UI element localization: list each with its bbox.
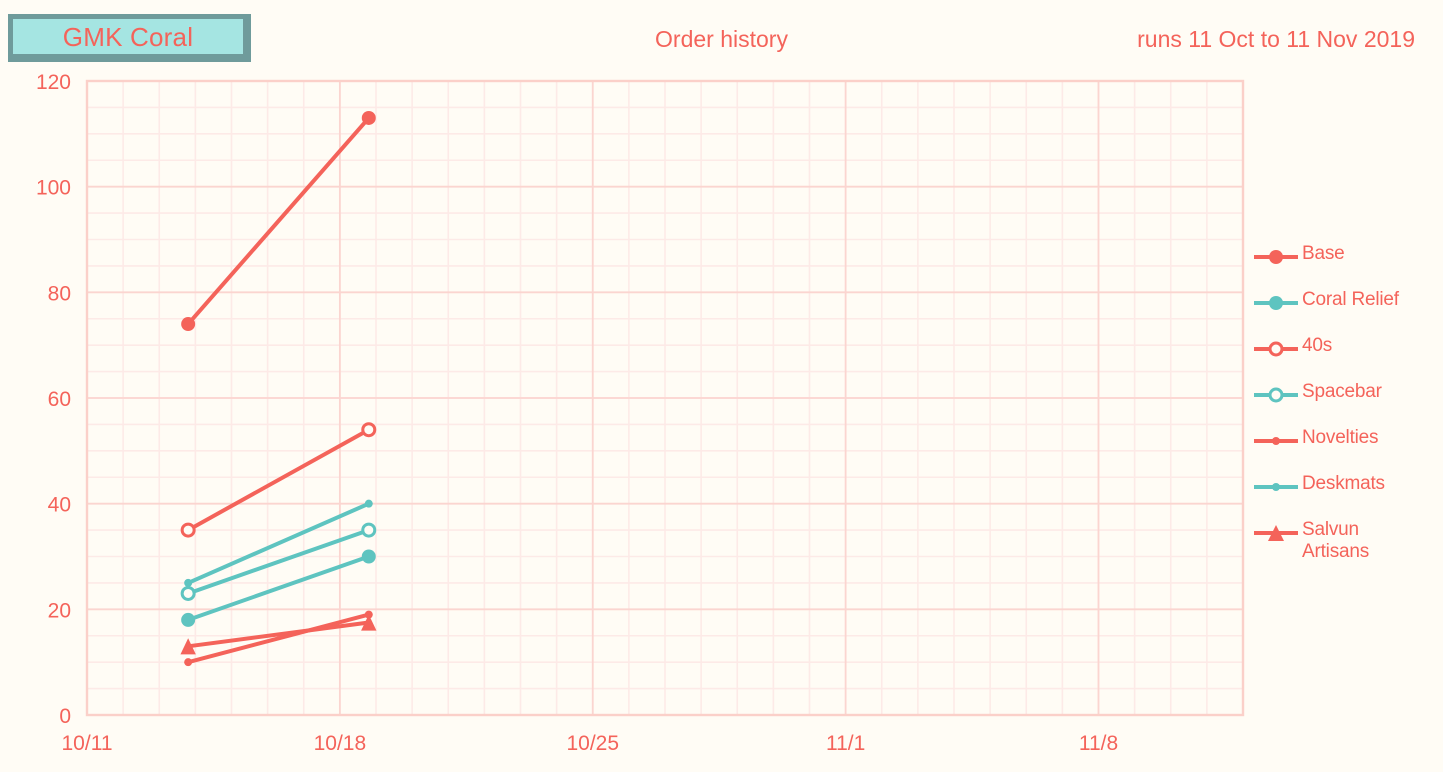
legend-item[interactable]: Coral Relief xyxy=(1252,289,1443,335)
product-title-badge: GMK Coral xyxy=(8,14,251,62)
major-gridlines xyxy=(86,80,1243,716)
legend-item-label: Coral Relief xyxy=(1302,289,1399,310)
legend-item[interactable]: Base xyxy=(1252,243,1443,289)
legend-item-label: Salvun Artisans xyxy=(1302,519,1370,562)
svg-text:60: 60 xyxy=(48,388,71,411)
legend-item[interactable]: 40s xyxy=(1252,335,1443,381)
svg-text:100: 100 xyxy=(36,177,71,200)
series-40s xyxy=(180,422,377,538)
legend-marker-open-circle-icon xyxy=(1252,383,1300,407)
svg-text:10/25: 10/25 xyxy=(566,732,619,755)
svg-text:120: 120 xyxy=(36,71,71,94)
series-base xyxy=(181,110,376,332)
legend-marker-filled-circle-icon xyxy=(1252,245,1300,269)
legend-marker-open-circle-icon xyxy=(1252,337,1300,361)
legend-item-label: Deskmats xyxy=(1302,473,1385,494)
legend-item[interactable]: Deskmats xyxy=(1252,473,1443,519)
legend-item[interactable]: Novelties xyxy=(1252,427,1443,473)
series-coral-relief xyxy=(181,549,376,627)
legend-item-label: Novelties xyxy=(1302,427,1379,448)
legend-item-label: 40s xyxy=(1302,335,1333,356)
legend-item-label: Spacebar xyxy=(1302,381,1382,402)
series-salvun-artisans xyxy=(180,614,377,655)
svg-text:11/1: 11/1 xyxy=(826,732,865,755)
legend-marker-small-dot-icon xyxy=(1252,475,1300,499)
svg-text:11/8: 11/8 xyxy=(1079,732,1118,755)
series-spacebar xyxy=(180,522,377,601)
legend-marker-triangle-icon xyxy=(1252,521,1300,545)
legend-item-label: Base xyxy=(1302,243,1345,264)
y-axis-tick-labels: 0 20 40 60 80 100 120 xyxy=(36,71,71,728)
axis-frame xyxy=(85,79,1245,717)
series-novelties xyxy=(184,610,373,667)
svg-text:20: 20 xyxy=(48,599,71,622)
product-title-label: GMK Coral xyxy=(62,21,194,52)
svg-text:80: 80 xyxy=(48,282,71,305)
chart-header: GMK Coral Order history runs 11 Oct to 1… xyxy=(0,0,1443,78)
series-deskmats xyxy=(184,499,373,587)
svg-text:10/11: 10/11 xyxy=(62,732,113,755)
svg-text:10/18: 10/18 xyxy=(314,732,367,755)
legend-item[interactable]: Spacebar xyxy=(1252,381,1443,427)
legend-item[interactable]: Salvun Artisans xyxy=(1252,519,1443,565)
chart-title: Order history xyxy=(655,26,788,52)
legend-marker-small-dot-icon xyxy=(1252,429,1300,453)
svg-text:40: 40 xyxy=(48,494,71,517)
svg-text:0: 0 xyxy=(59,705,71,728)
run-date-range-label: runs 11 Oct to 11 Nov 2019 xyxy=(1137,26,1415,52)
data-series-layer xyxy=(180,110,377,667)
chart-legend: Base Coral Relief 40s Spacebar Novelties Desk… xyxy=(1252,243,1443,565)
x-axis-tick-labels: 10/11 10/18 10/25 11/1 11/8 xyxy=(62,732,1119,755)
legend-marker-filled-circle-icon xyxy=(1252,291,1300,315)
